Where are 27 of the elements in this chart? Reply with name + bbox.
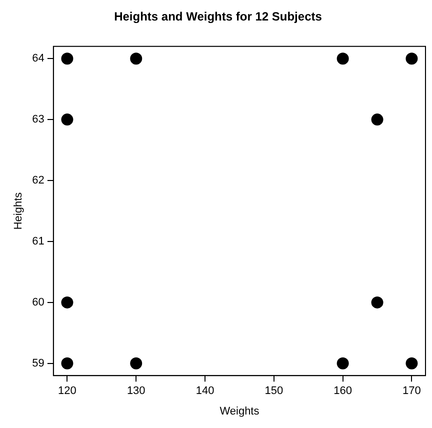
point — [130, 52, 142, 65]
x-tick-label: 120 — [58, 385, 76, 398]
point — [371, 114, 384, 126]
point — [336, 52, 349, 65]
x-tick-label: 150 — [264, 385, 284, 398]
point — [61, 296, 74, 308]
point — [406, 357, 418, 370]
y-tick-label: 64 — [32, 52, 44, 65]
y-tick-label: 60 — [32, 296, 44, 308]
y-tick-label: 63 — [32, 114, 44, 126]
chart-title: Heights and Weights for 12 Subjects — [114, 10, 322, 24]
point — [61, 114, 74, 126]
x-tick-label: 160 — [334, 385, 352, 398]
point — [61, 357, 74, 370]
y-tick-label: 62 — [32, 174, 44, 187]
point — [61, 52, 74, 65]
y-tick-label: 61 — [32, 236, 44, 248]
y-axis-title: Heights — [12, 192, 25, 230]
x-axis-title: Weights — [220, 405, 260, 418]
y-tick-label: 59 — [32, 357, 44, 370]
x-tick-label: 130 — [126, 385, 146, 398]
point — [336, 357, 349, 370]
point — [406, 52, 418, 65]
point — [130, 357, 142, 370]
point — [371, 296, 384, 308]
x-tick-label: 170 — [402, 385, 421, 398]
x-tick-label: 140 — [196, 385, 214, 398]
